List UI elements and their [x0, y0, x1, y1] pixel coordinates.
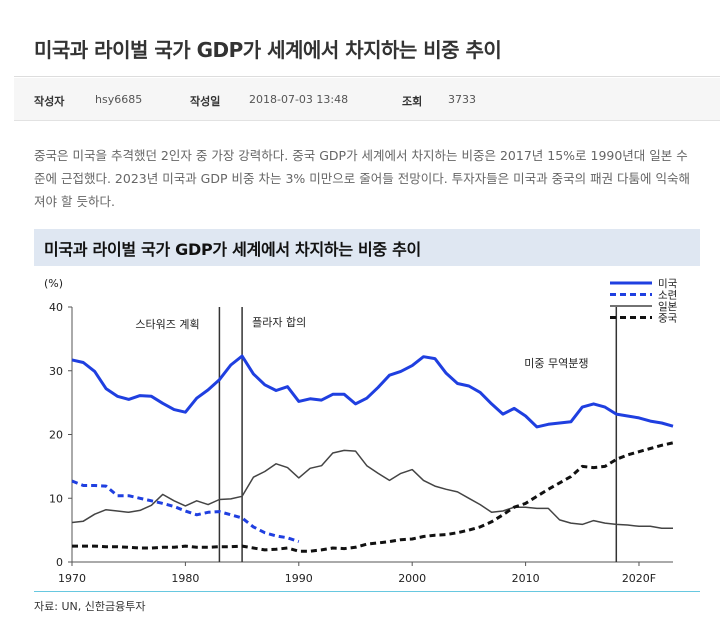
y-tick-label: 0 [56, 556, 63, 569]
series-line-중국 [72, 441, 674, 553]
chart-title: 미국과 라이벌 국가 GDP가 세계에서 차지하는 비중 추이 [44, 240, 421, 259]
view-count: 3733 [448, 93, 476, 106]
event-label: 미중 무역분쟁 [524, 357, 588, 370]
legend-label: 미국 [658, 278, 678, 290]
y-tick-label: 10 [49, 492, 63, 505]
series-line-일본 [71, 449, 673, 529]
event-label: 플라자 합의 [252, 316, 306, 329]
post-body: 중국은 미국을 추격했던 2인자 중 가장 강력하다. 중국 GDP가 세계에서… [34, 148, 691, 209]
y-tick-label: 30 [49, 365, 63, 378]
legend-label: 일본 [658, 300, 678, 313]
x-tick-label: 1990 [285, 572, 313, 585]
x-tick-label: 2010 [512, 572, 540, 585]
legend-label: 중국 [658, 313, 678, 325]
legend-label: 소련 [658, 290, 677, 302]
page-title: 미국과 라이벌 국가 GDP가 세계에서 차지하는 비중 추이 [34, 38, 502, 62]
source-divider [34, 591, 700, 592]
y-axis-label: (%) [44, 277, 63, 290]
y-tick-label: 20 [49, 429, 63, 442]
author-label: 작성자 [34, 95, 65, 108]
series-line-미국 [71, 354, 674, 429]
author-name[interactable]: hsy6685 [95, 93, 143, 106]
x-tick-label: 1970 [58, 572, 86, 585]
chart-source: 자료: UN, 신한금융투자 [34, 600, 146, 613]
post-date: 2018-07-03 13:48 [249, 93, 349, 106]
post-meta-bar: 작성자 hsy6685 작성일 2018-07-03 13:48 조회 3733 [14, 78, 720, 121]
x-tick-label: 1980 [171, 572, 199, 585]
x-tick-label: 2000 [398, 572, 426, 585]
title-divider [14, 76, 720, 77]
x-tick-label: 2020F [622, 572, 656, 585]
date-label: 작성일 [190, 95, 221, 108]
chart-title-band [34, 229, 700, 266]
y-tick-label: 40 [49, 301, 63, 314]
event-label: 스타워즈 계획 [135, 318, 199, 331]
views-label: 조회 [402, 95, 423, 108]
series-line-소련 [71, 479, 300, 544]
